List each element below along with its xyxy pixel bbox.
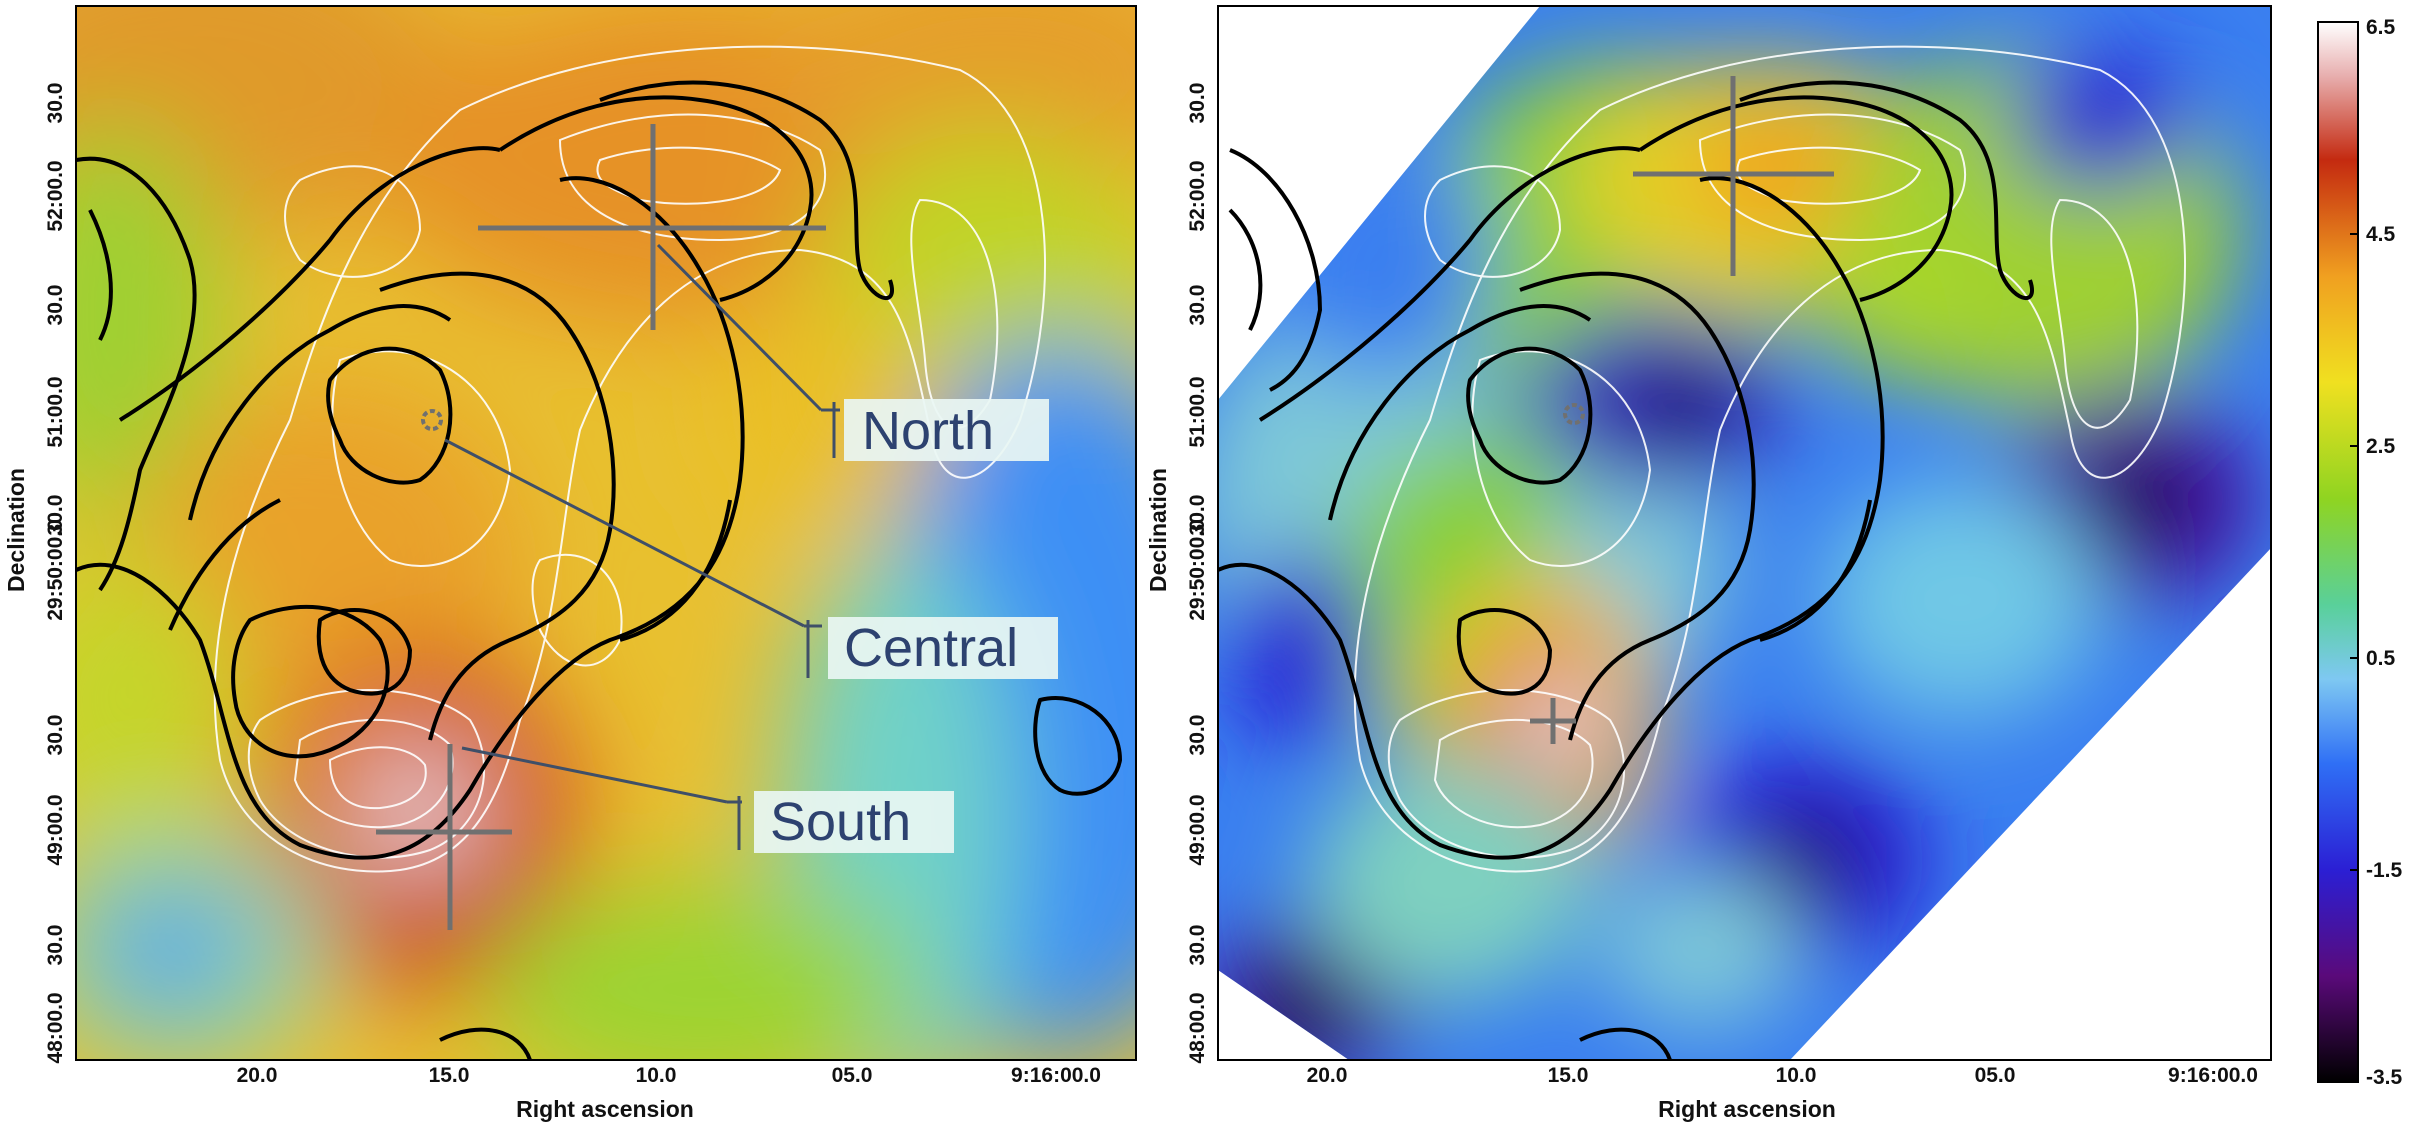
colorbar-tick-label: 4.5 — [2366, 223, 2396, 246]
label-south: South — [770, 792, 911, 852]
left-axis-ticks: 20.0 15.0 10.0 05.0 9:16:00.0 Right asce… — [3, 83, 1101, 1122]
left-xtick-3: 05.0 — [832, 1064, 873, 1087]
right-edge-contours — [1228, 148, 1323, 392]
colorbar-tick-label: 6.5 — [2366, 16, 2396, 39]
left-ytick-7: 30.0 — [44, 285, 67, 326]
region-label-central: Central — [828, 617, 1058, 679]
label-central: Central — [844, 618, 1018, 678]
left-xtick-0: 20.0 — [237, 1064, 278, 1087]
right-frame — [1217, 5, 2272, 1061]
right-black-contours — [1218, 80, 2262, 1060]
right-markers — [1530, 76, 1834, 744]
colorbar-tick-label: -1.5 — [2366, 859, 2403, 882]
colorbar-gradient — [2317, 21, 2359, 1083]
right-ytick-0: 48:00.0 — [1186, 992, 1209, 1063]
right-xtick-0: 20.0 — [1307, 1064, 1348, 1087]
left-xtick-4: 9:16:00.0 — [1011, 1064, 1101, 1087]
colorbar-ticks: 6.5 4.5 2.5 0.5 -1.5 -3.5 — [2350, 16, 2403, 1089]
right-ytick-2: 49:00.0 — [1186, 794, 1209, 865]
left-xtick-1: 15.0 — [429, 1064, 470, 1087]
region-label-south: South — [754, 791, 954, 853]
right-ytick-7: 30.0 — [1186, 285, 1209, 326]
left-ytick-6: 51:00.0 — [44, 376, 67, 447]
right-heatmap — [1218, 6, 2271, 1060]
left-panel: North Central South 20.0 15.0 10.0 05.0 … — [3, 5, 1137, 1122]
left-ytick-3: 30.0 — [44, 715, 67, 756]
right-ytick-3: 30.0 — [1186, 715, 1209, 756]
right-axis-ticks: 20.0 15.0 10.0 05.0 9:16:00.0 Right asce… — [1145, 83, 2258, 1122]
right-ylabel: Declination — [1145, 468, 1171, 592]
colorbar: 6.5 4.5 2.5 0.5 -1.5 -3.5 — [2317, 16, 2403, 1089]
left-frame — [75, 5, 1137, 1061]
right-xtick-3: 05.0 — [1975, 1064, 2016, 1087]
right-xtick-1: 15.0 — [1548, 1064, 1589, 1087]
right-xtick-4: 9:16:00.0 — [2168, 1064, 2258, 1087]
region-label-north: North — [844, 399, 1049, 461]
colorbar-tick-label: 2.5 — [2366, 435, 2396, 458]
right-panel: 20.0 15.0 10.0 05.0 9:16:00.0 Right asce… — [1145, 5, 2272, 1122]
left-ytick-9: 30.0 — [44, 83, 67, 124]
left-xlabel: Right ascension — [516, 1096, 694, 1122]
left-xtick-2: 10.0 — [636, 1064, 677, 1087]
right-ytick-6: 51:00.0 — [1186, 376, 1209, 447]
right-ytick-1: 30.0 — [1186, 925, 1209, 966]
colorbar-tick-label: 0.5 — [2366, 647, 2396, 670]
left-ytick-1: 30.0 — [44, 925, 67, 966]
right-xlabel: Right ascension — [1658, 1096, 1836, 1122]
right-ytick-4: 29:50:00.0 — [1186, 519, 1209, 621]
left-ytick-0: 48:00.0 — [44, 992, 67, 1063]
right-white-contours — [1353, 45, 2186, 873]
right-ytick-5: 30.0 — [1186, 495, 1209, 536]
right-ytick-9: 30.0 — [1186, 83, 1209, 124]
left-ytick-2: 49:00.0 — [44, 794, 67, 865]
label-north: North — [862, 401, 994, 461]
left-heatmap — [76, 6, 1136, 1060]
left-ytick-8: 52:00.0 — [44, 160, 67, 231]
right-xtick-2: 10.0 — [1776, 1064, 1817, 1087]
colorbar-tick-label: -3.5 — [2366, 1066, 2403, 1089]
left-ylabel: Declination — [3, 468, 29, 592]
left-ytick-4: 29:50:00.0 — [44, 519, 67, 621]
left-markers — [376, 124, 826, 930]
right-ytick-8: 52:00.0 — [1186, 160, 1209, 231]
left-leaders — [444, 243, 840, 850]
left-ytick-5: 30.0 — [44, 495, 67, 536]
